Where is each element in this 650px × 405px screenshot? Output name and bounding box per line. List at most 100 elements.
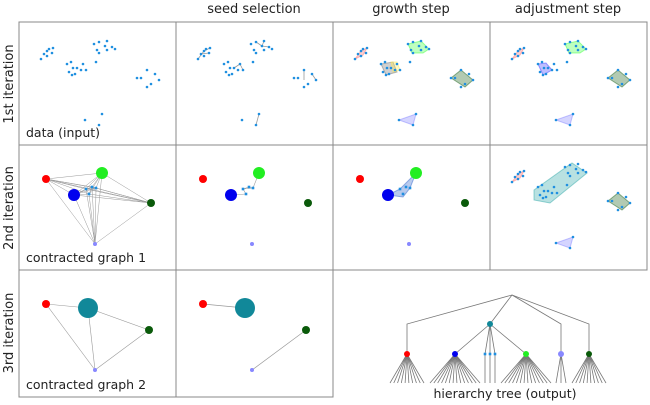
graph-edge — [91, 186, 96, 245]
tree-edge — [454, 353, 473, 384]
data-point — [202, 54, 206, 58]
data-point — [236, 68, 240, 72]
row-label-2nd-iteration: 2nd iteration — [2, 166, 17, 250]
data-point — [554, 118, 558, 122]
data-point — [408, 60, 412, 64]
tree-edge — [571, 353, 590, 384]
data-point — [542, 189, 546, 193]
node-green — [253, 167, 265, 179]
tree-edge — [452, 353, 456, 384]
tree-node-unassigned — [483, 352, 487, 356]
seed-edge — [242, 187, 254, 190]
unassigned-node — [241, 187, 245, 191]
node-teal — [235, 298, 255, 318]
data-point — [262, 39, 266, 43]
data-point — [359, 54, 363, 58]
data-point — [230, 72, 234, 76]
unassigned-node — [87, 192, 91, 196]
tree-edge — [429, 353, 456, 384]
tree-edge — [433, 353, 456, 384]
caption-contracted-graph-1: contracted graph 1 — [26, 250, 146, 265]
data-point — [471, 78, 475, 82]
data-point — [610, 76, 614, 80]
data-point — [516, 172, 520, 176]
data-point — [385, 66, 389, 70]
graph-edge — [45, 178, 96, 245]
data-point — [395, 62, 399, 66]
tree-edge — [525, 353, 548, 384]
data-point — [270, 47, 274, 51]
data-point — [252, 48, 256, 52]
unassigned-node — [90, 185, 94, 189]
data-point — [202, 49, 206, 53]
data-point — [361, 47, 365, 51]
graph-edge — [94, 202, 152, 245]
unassigned-node — [404, 185, 408, 189]
unassigned-node — [251, 186, 255, 190]
data-point — [518, 170, 522, 174]
graph-edge — [94, 329, 150, 371]
data-point — [381, 70, 385, 74]
tree-edge — [406, 353, 410, 384]
unassigned-node — [94, 186, 98, 190]
node-dark-green — [304, 199, 312, 207]
data-point — [571, 235, 575, 239]
data-point — [550, 191, 554, 195]
tree-edge — [406, 353, 414, 384]
tree-node-unassigned — [493, 352, 497, 356]
graph-edge — [45, 178, 87, 190]
data-point — [568, 51, 572, 55]
tree-edge — [579, 353, 590, 384]
tree-edge — [519, 353, 527, 384]
tree-edge — [511, 294, 562, 354]
panel-frame — [175, 269, 334, 398]
tree-edge — [525, 353, 552, 384]
data-point — [67, 70, 71, 74]
data-point — [546, 189, 550, 193]
data-point — [139, 76, 143, 80]
data-point — [105, 39, 109, 43]
graph-edge — [87, 307, 96, 371]
tree-edge — [454, 353, 481, 384]
tree-edge — [445, 353, 456, 384]
tree-edge — [588, 353, 603, 384]
data-point — [145, 85, 149, 89]
data-point — [384, 73, 388, 77]
graph-edge — [94, 187, 97, 245]
tree-edge — [555, 353, 562, 384]
tree-node-green — [523, 351, 529, 357]
node-red — [199, 175, 207, 183]
tree-edge — [504, 353, 527, 384]
tree-edge — [393, 353, 408, 384]
data-point — [584, 170, 588, 174]
data-point — [84, 68, 88, 72]
data-point — [571, 112, 575, 116]
data-point — [238, 62, 242, 66]
data-point — [574, 167, 578, 171]
data-point — [584, 47, 588, 51]
data-point — [459, 68, 463, 72]
data-point — [45, 54, 49, 58]
column-label-adjustment-step: adjustment step — [515, 2, 621, 17]
data-point — [516, 177, 520, 181]
tree-edge — [523, 353, 527, 384]
data-point — [550, 68, 554, 72]
data-point — [398, 68, 402, 72]
tree-edge — [489, 323, 496, 355]
data-point — [92, 42, 96, 46]
data-point — [356, 52, 360, 56]
data-point — [522, 46, 526, 50]
unassigned-node — [408, 186, 412, 190]
node-green — [96, 167, 108, 179]
data-point — [576, 171, 580, 175]
data-point — [196, 57, 200, 61]
graph-edge — [101, 172, 152, 204]
tree-edge — [500, 353, 527, 384]
graph-edge — [88, 193, 152, 204]
node-lavender — [93, 368, 97, 372]
data-point — [563, 165, 567, 169]
tree-node-teal — [487, 321, 493, 327]
data-point — [113, 47, 117, 51]
data-point — [463, 82, 467, 86]
